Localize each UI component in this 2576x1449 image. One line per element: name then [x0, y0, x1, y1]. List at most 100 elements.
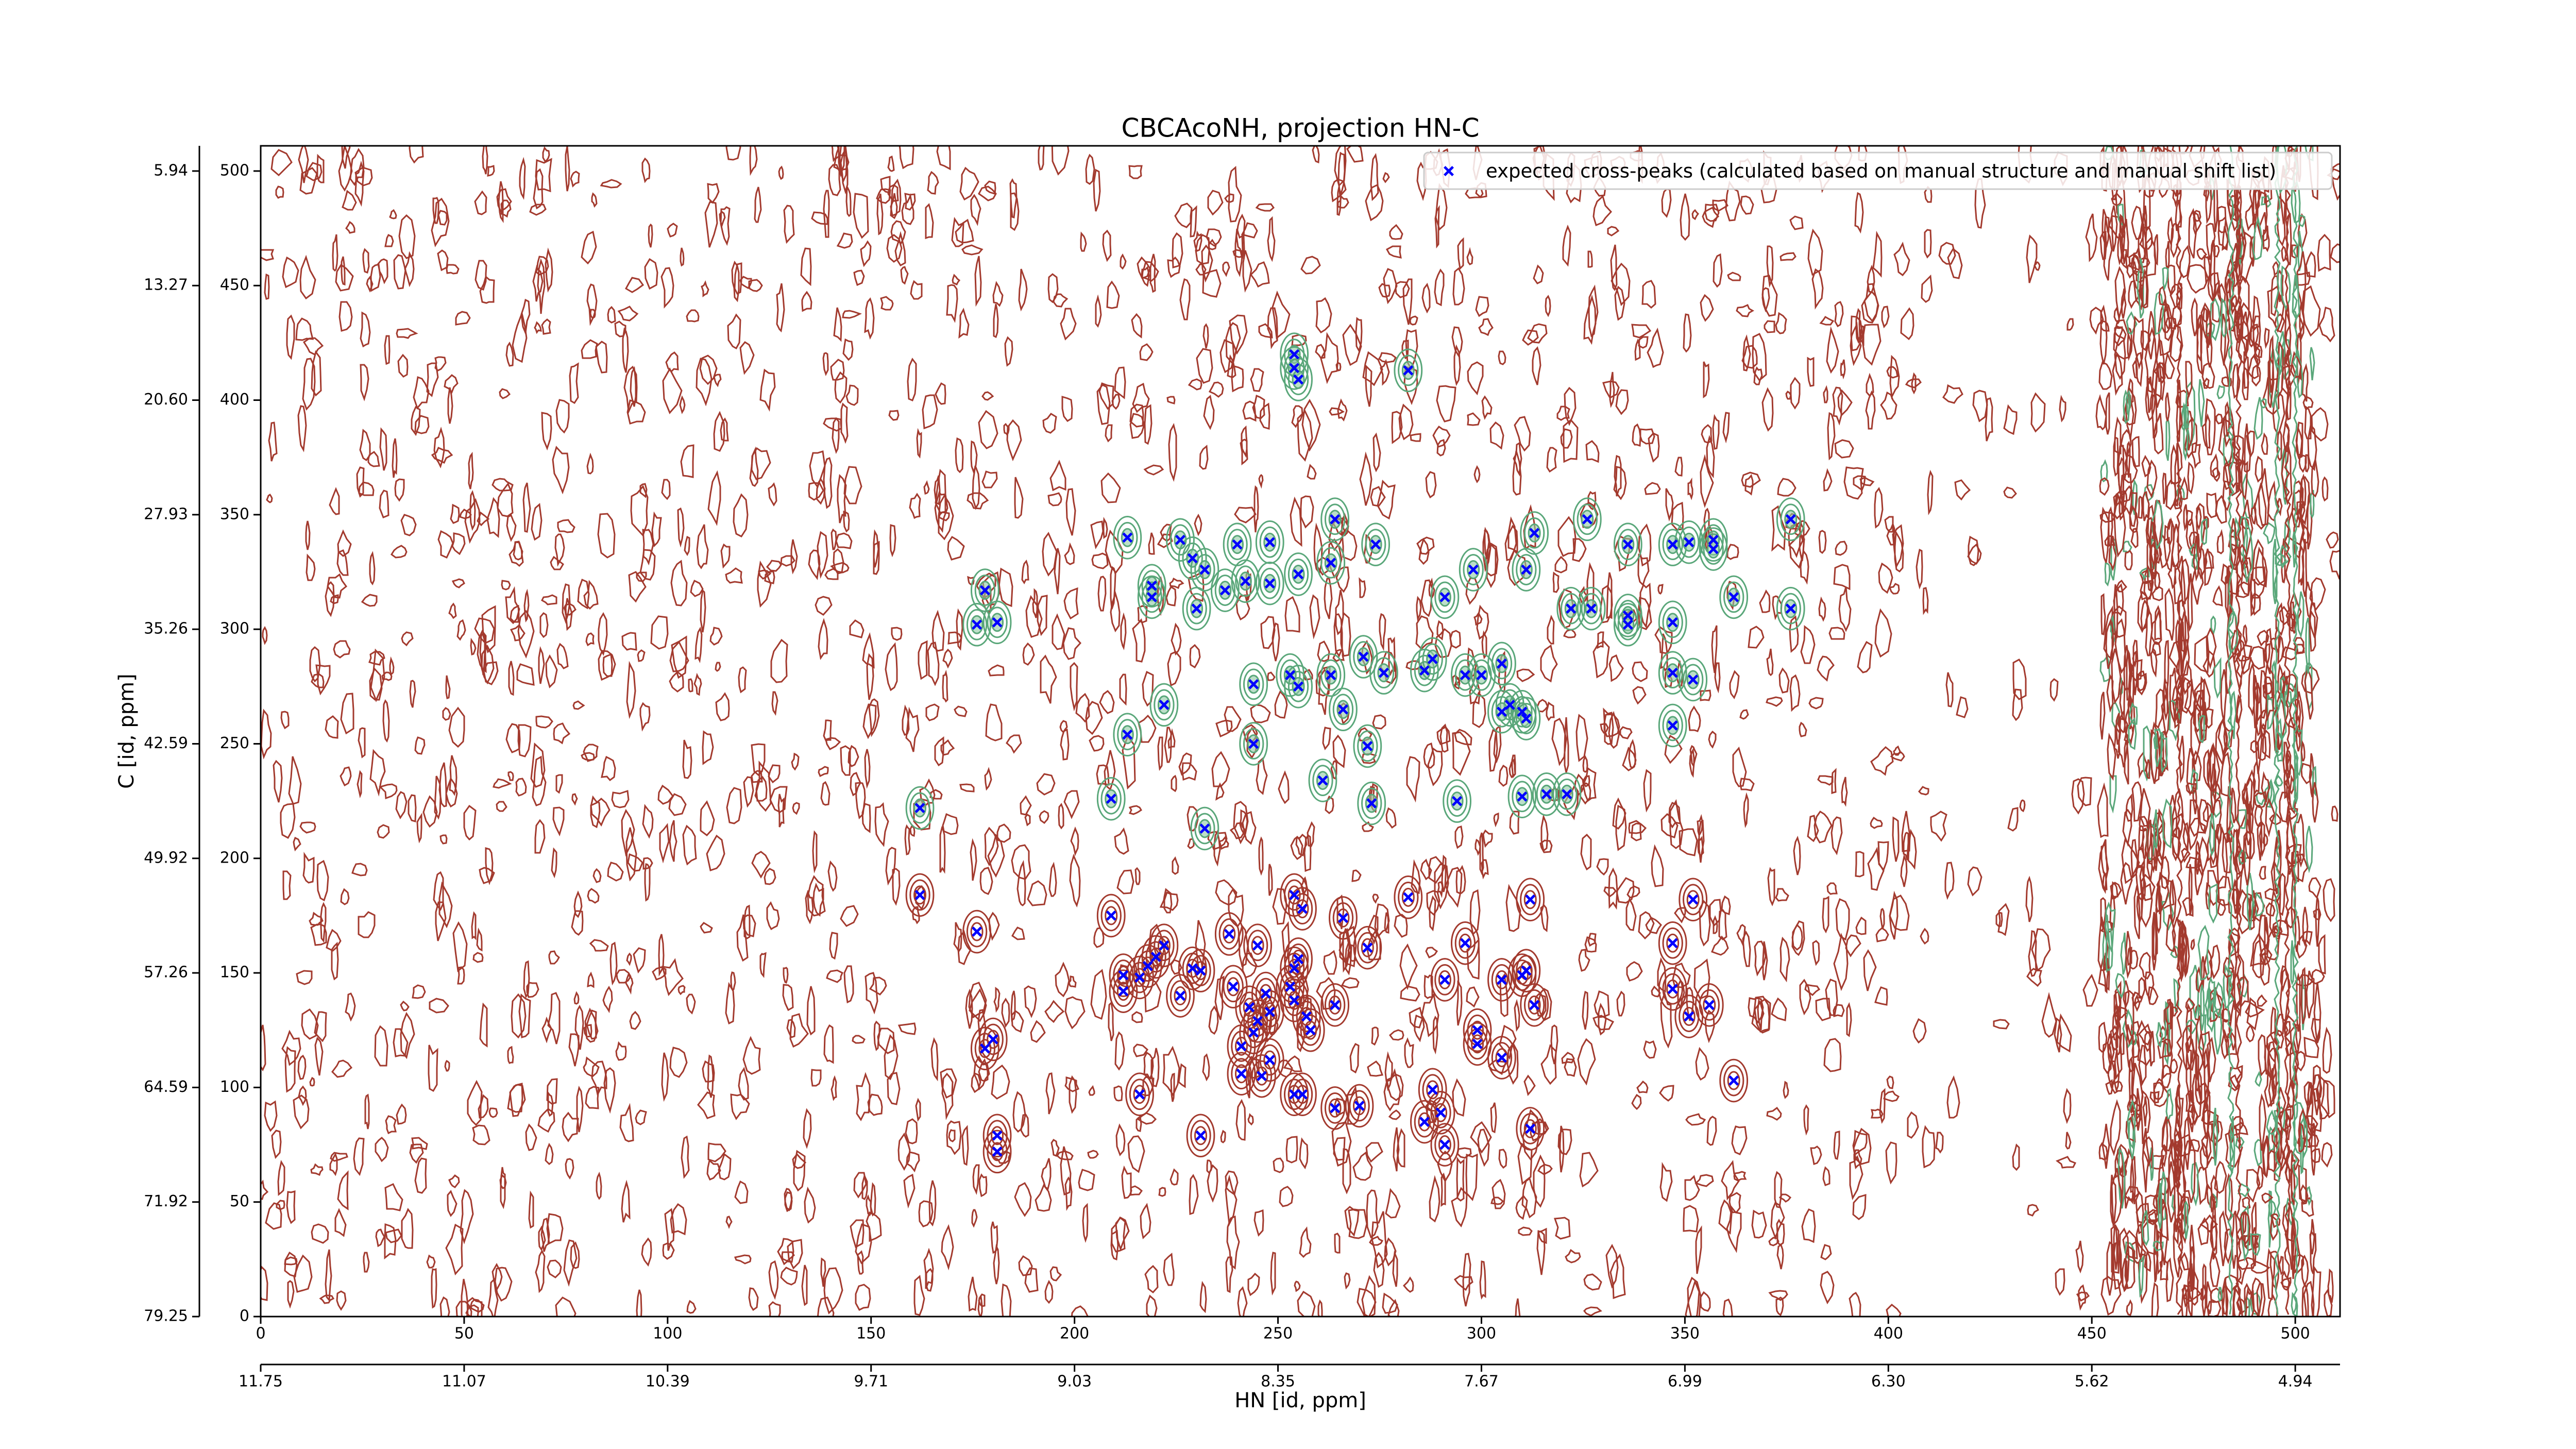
contour — [1911, 372, 1917, 395]
contour — [970, 194, 981, 226]
contour — [2230, 787, 2236, 823]
contour — [384, 335, 391, 365]
contour — [1644, 482, 1661, 495]
contour — [1607, 226, 1620, 237]
contour — [1136, 1115, 1142, 1132]
contour — [2311, 459, 2319, 498]
peak-contour — [1296, 1001, 1317, 1032]
contour — [1536, 1229, 1546, 1275]
contour — [1114, 1031, 1125, 1071]
contour — [891, 627, 903, 641]
contour — [414, 736, 426, 755]
contour — [587, 888, 600, 904]
contour — [2270, 1006, 2276, 1045]
peak-contour — [1418, 1112, 1431, 1132]
contour — [505, 723, 521, 753]
contour — [2293, 814, 2305, 868]
contour — [925, 703, 940, 721]
contour — [1831, 768, 1837, 795]
contour — [1615, 389, 1629, 415]
peak-contour — [1516, 1107, 1545, 1151]
contour — [2219, 1210, 2229, 1267]
contour — [2192, 750, 2202, 782]
contour — [2257, 630, 2269, 647]
contour — [488, 1107, 498, 1118]
cross-peak — [1293, 681, 1304, 692]
contour — [538, 646, 545, 684]
contour — [2275, 553, 2287, 566]
contour — [2097, 782, 2109, 838]
contour — [284, 1251, 298, 1277]
peak-contour — [1662, 710, 1683, 742]
contour — [1722, 1299, 1733, 1317]
contour — [2211, 1201, 2217, 1260]
contour — [771, 691, 778, 716]
contour — [968, 982, 987, 1019]
contour — [2111, 648, 2122, 705]
contour — [340, 766, 352, 787]
contour — [965, 988, 973, 1029]
contour — [2154, 291, 2164, 335]
contour — [2185, 1090, 2195, 1114]
contour — [909, 493, 921, 519]
cross-peak — [1252, 1016, 1263, 1026]
contour — [1476, 604, 1489, 640]
y2-tick-label: 57.26 — [144, 964, 188, 982]
peak-contour — [1324, 989, 1346, 1021]
contour — [2269, 813, 2281, 825]
peak-contour — [1516, 878, 1545, 922]
contour — [2252, 315, 2261, 356]
contour — [988, 664, 1005, 677]
contour — [601, 755, 616, 782]
cross-peak — [1704, 1000, 1715, 1010]
contour — [1432, 1016, 1438, 1055]
contour — [2161, 1143, 2167, 1168]
contour — [800, 247, 812, 287]
contour — [2202, 802, 2213, 823]
contour — [298, 146, 309, 183]
contour — [1509, 811, 1520, 835]
contour — [823, 457, 833, 509]
contour — [552, 806, 565, 837]
peak-contour — [1227, 1052, 1256, 1096]
contour — [1514, 999, 1520, 1032]
cross-peak — [1122, 729, 1133, 740]
contour — [1365, 1142, 1383, 1163]
contour — [574, 1004, 584, 1050]
contour — [905, 706, 920, 752]
cross-peak — [979, 585, 990, 596]
contour — [2153, 1077, 2164, 1100]
contour — [2191, 1161, 2199, 1207]
cross-peak — [1146, 580, 1157, 591]
contour — [330, 1152, 348, 1162]
cross-peak — [1517, 706, 1528, 717]
contour — [1774, 1171, 1783, 1208]
contour — [1870, 816, 1883, 829]
contour — [934, 491, 948, 533]
contour — [1790, 377, 1801, 410]
contour — [434, 776, 442, 820]
contour — [1059, 720, 1068, 734]
cross-peak — [1521, 564, 1532, 575]
contour — [433, 426, 445, 469]
contour — [591, 192, 598, 208]
contour — [1967, 866, 1982, 897]
contour — [2138, 495, 2143, 519]
contour — [725, 982, 735, 1025]
plot-frame — [260, 145, 2341, 1318]
contour — [1279, 1186, 1294, 1207]
contour — [2164, 351, 2175, 379]
contour — [477, 511, 490, 527]
contour — [1129, 413, 1145, 439]
contour — [2201, 363, 2215, 389]
contour — [1387, 1299, 1400, 1317]
contour — [2192, 210, 2201, 222]
contour — [1859, 325, 1865, 346]
contour — [1886, 366, 1899, 379]
contour — [1143, 464, 1164, 476]
contour — [633, 947, 646, 974]
peak-contour — [1247, 930, 1268, 962]
contour — [2126, 650, 2133, 701]
contour — [2114, 335, 2126, 380]
peak-contour — [1349, 635, 1378, 679]
